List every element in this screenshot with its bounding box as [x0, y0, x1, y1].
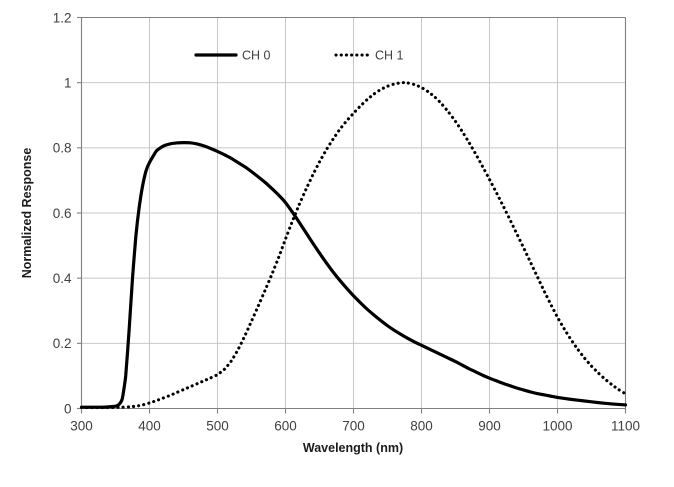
x-tick-label: 1000: [542, 419, 572, 434]
x-tick-label: 800: [410, 419, 433, 434]
y-axis-title: Normalized Response: [20, 148, 34, 279]
y-tick-label: 0.2: [53, 336, 72, 351]
x-tick-label: 300: [70, 419, 93, 434]
x-tick-label: 1100: [611, 419, 640, 434]
y-tick-label: 0.8: [53, 141, 72, 156]
y-tick-label: 1.2: [53, 10, 72, 25]
y-tick-label: 0.6: [53, 206, 72, 221]
x-axis-tick-marks: [80, 408, 627, 414]
y-tick-label: 0.4: [53, 271, 72, 286]
x-tick-label: 700: [342, 419, 365, 434]
x-tick-label: 600: [274, 419, 297, 434]
data-series-layer: [79, 81, 628, 410]
legend-item-ch-0: CH 0: [194, 49, 271, 63]
legend-item-ch-1: CH 1: [334, 49, 404, 63]
x-axis-title: Wavelength (nm): [303, 441, 403, 455]
series-line-ch-0: [79, 141, 628, 409]
x-axis-tick-labels: 300 400 500 600 700 800 900 1000 1100: [70, 419, 640, 434]
series-line-ch-1: [79, 81, 628, 410]
x-tick-label: 500: [206, 419, 229, 434]
y-axis-tick-labels: 0 0.2 0.4 0.6 0.8 1 1.2: [53, 10, 82, 416]
vertical-gridlines: [149, 17, 558, 409]
y-tick-label: 1: [64, 75, 72, 90]
legend-label: CH 1: [375, 49, 404, 63]
chart-legend: CH 0 CH 1: [194, 49, 404, 63]
x-tick-label: 400: [138, 419, 161, 434]
y-tick-label: 0: [64, 401, 72, 416]
x-tick-label: 900: [478, 419, 501, 434]
legend-label: CH 0: [242, 49, 271, 63]
